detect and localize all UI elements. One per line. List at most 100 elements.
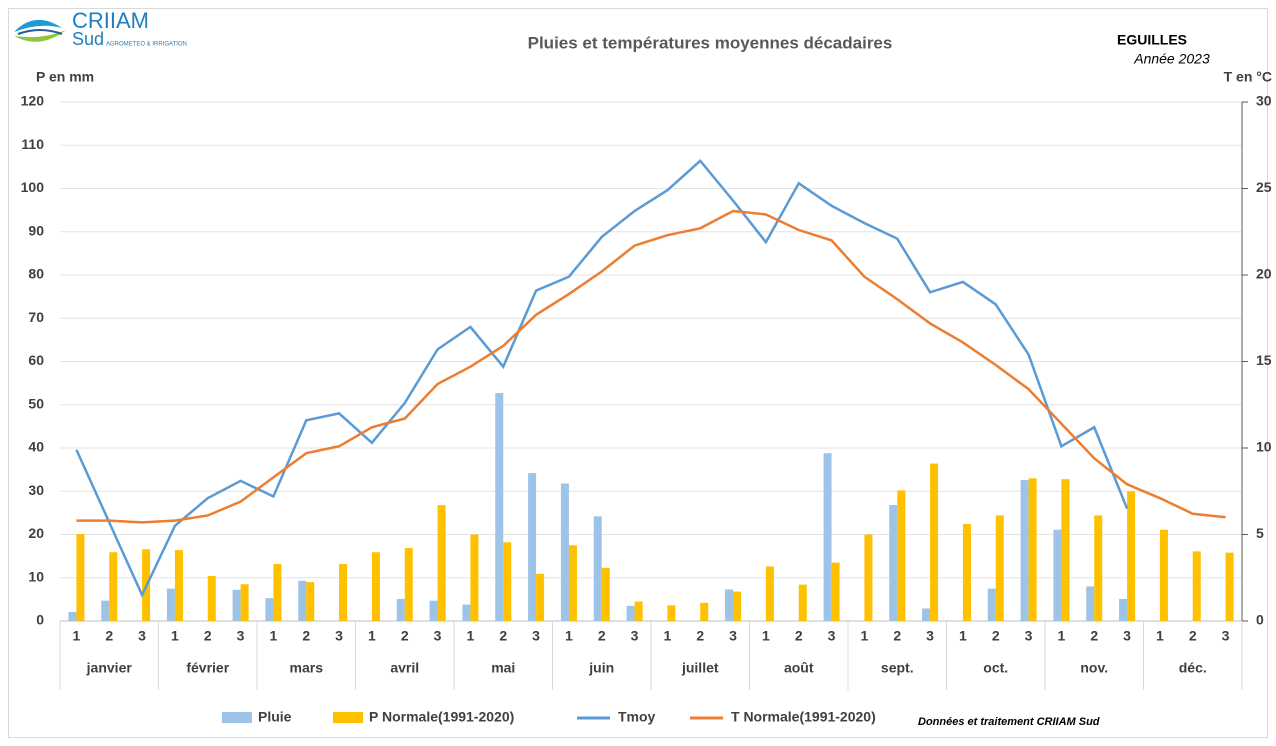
- bar: [1028, 478, 1037, 621]
- month-label: déc.: [1179, 660, 1207, 676]
- x-tick-label: 2: [204, 628, 212, 644]
- bar: [166, 588, 175, 621]
- bar: [626, 605, 635, 621]
- y-tick-label: 120: [21, 93, 45, 109]
- bar: [667, 605, 676, 621]
- chart-title: Pluies et températures moyennes décadair…: [528, 33, 893, 52]
- bar: [922, 608, 931, 621]
- logo-name: CRIIAM: [72, 8, 149, 33]
- bar: [76, 534, 85, 621]
- y2-tick-label: 5: [1256, 525, 1264, 541]
- x-tick-label: 3: [926, 628, 934, 644]
- y-tick-label: 80: [28, 266, 44, 282]
- y-tick-label: 0: [36, 612, 44, 628]
- bar: [437, 505, 446, 621]
- x-tick-label: 2: [499, 628, 507, 644]
- line: [75, 159, 1129, 599]
- bar: [798, 584, 807, 621]
- legend-label: P Normale(1991-2020): [369, 709, 514, 725]
- month-label: février: [186, 660, 229, 676]
- bar: [593, 516, 602, 621]
- x-tick-label: 2: [105, 628, 113, 644]
- x-tick-label: 2: [992, 628, 1000, 644]
- bar: [429, 600, 438, 621]
- y2-tick-label: 30: [1256, 93, 1272, 109]
- line: [76, 209, 1226, 524]
- month-label: avril: [390, 660, 419, 676]
- bar: [1020, 480, 1029, 621]
- bar: [503, 542, 512, 621]
- bar: [1225, 552, 1234, 621]
- source: Données et traitement CRIIAM Sud: [918, 716, 1100, 728]
- frame: [8, 8, 1268, 738]
- legend-label: Pluie: [258, 709, 292, 725]
- x-tick-label: 1: [270, 628, 278, 644]
- station: EGUILLES: [1117, 32, 1187, 48]
- y2-tick-label: 0: [1256, 612, 1264, 628]
- month-label: nov.: [1080, 660, 1108, 676]
- bar: [601, 567, 610, 621]
- x-tick-label: 1: [368, 628, 376, 644]
- bar: [995, 515, 1004, 621]
- y-tick-label: 30: [28, 482, 44, 498]
- bar: [306, 582, 315, 621]
- x-tick-label: 2: [302, 628, 310, 644]
- bar: [1086, 586, 1095, 621]
- x-tick-label: 2: [1090, 628, 1098, 644]
- x-tick-label: 1: [171, 628, 179, 644]
- bar: [462, 604, 471, 621]
- logo-tagline: AGROMETEO & IRRIGATION: [106, 42, 187, 48]
- bar: [109, 552, 118, 621]
- bar: [101, 600, 110, 621]
- bar: [1053, 529, 1062, 621]
- y2-tick-label: 20: [1256, 266, 1272, 282]
- bar: [568, 545, 577, 621]
- x-tick-label: 3: [828, 628, 836, 644]
- legend-label: T Normale(1991-2020): [731, 709, 876, 725]
- logo-wave: [17, 29, 63, 35]
- y2-axis-label: T en °C: [1224, 69, 1272, 85]
- bar: [962, 524, 971, 621]
- x-tick-label: 1: [861, 628, 869, 644]
- year-label: Année 2023: [1133, 51, 1210, 67]
- x-tick-label: 3: [1123, 628, 1131, 644]
- y2-tick-label: 15: [1256, 352, 1272, 368]
- bar: [560, 483, 569, 621]
- y-tick-label: 10: [28, 568, 44, 584]
- logo: CRIIAM Sud AGROMETEO & IRRIGATION: [14, 8, 187, 49]
- x-tick-label: 1: [959, 628, 967, 644]
- x-tick-label: 3: [532, 628, 540, 644]
- bar: [889, 505, 898, 621]
- month-label: août: [784, 660, 814, 676]
- x-tick-label: 1: [1156, 628, 1164, 644]
- x-tick-label: 2: [795, 628, 803, 644]
- x-tick-label: 1: [664, 628, 672, 644]
- x-tick-label: 2: [598, 628, 606, 644]
- y-tick-label: 50: [28, 395, 44, 411]
- x-tick-label: 3: [1222, 628, 1230, 644]
- logo-wave: [14, 30, 66, 42]
- bar: [897, 490, 906, 621]
- month-label: juillet: [681, 660, 719, 676]
- legend-label: Tmoy: [618, 709, 656, 725]
- bar: [864, 534, 873, 621]
- bar: [371, 552, 380, 621]
- y2-tick-label: 25: [1256, 179, 1272, 195]
- x-tick-label: 3: [631, 628, 639, 644]
- bar: [470, 534, 479, 621]
- x-tick-label: 1: [467, 628, 475, 644]
- logo-wave: [14, 19, 62, 32]
- bar: [495, 393, 504, 621]
- legend-swatch: [222, 712, 252, 723]
- x-tick-label: 2: [893, 628, 901, 644]
- bar: [396, 598, 405, 621]
- x-tick-label: 1: [73, 628, 81, 644]
- y-tick-label: 70: [28, 309, 44, 325]
- bar: [273, 563, 282, 621]
- y-tick-label: 40: [28, 439, 44, 455]
- x-tick-label: 3: [1025, 628, 1033, 644]
- x-tick-label: 3: [729, 628, 737, 644]
- bar: [823, 453, 832, 621]
